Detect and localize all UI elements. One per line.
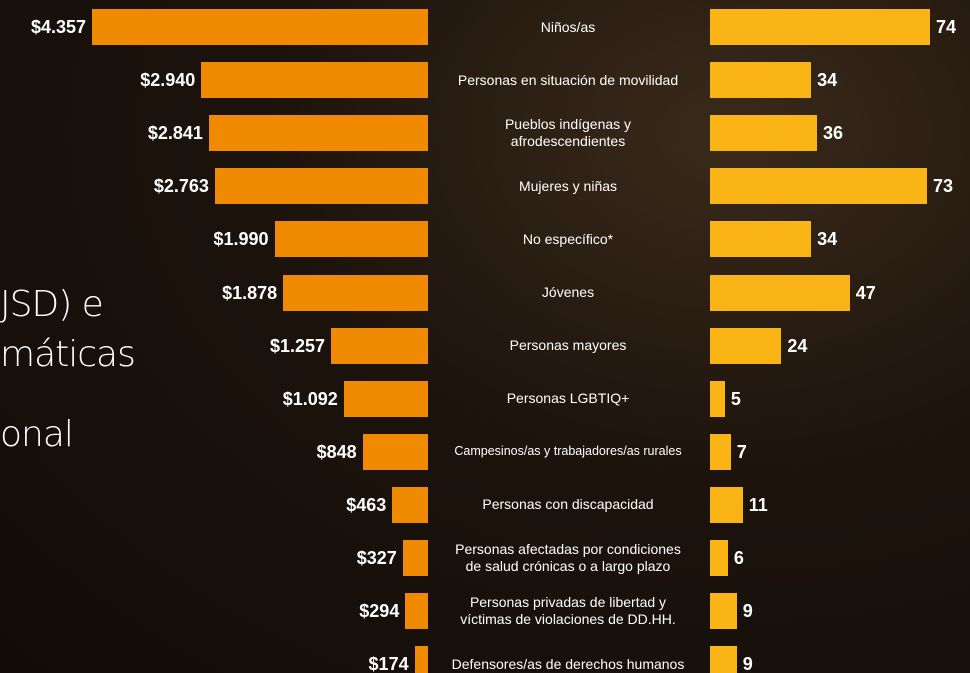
bar [710,275,850,311]
category-label: Personas afectadas por condiciones de sa… [430,538,706,578]
bar [710,115,817,151]
category-label: Personas LGBTIQ+ [430,379,706,419]
title-fragment: máticas [0,334,135,375]
value-label: $848 [317,434,357,470]
value-label: 34 [817,62,837,98]
value-label: 6 [734,540,744,576]
bar [710,168,927,204]
category-label: Defensores/as de derechos humanos [430,644,706,673]
value-label: $2.841 [148,115,203,151]
category-label: Personas privadas de libertad y víctimas… [430,591,706,631]
value-label: 36 [823,115,843,151]
bar [710,381,725,417]
bar [392,487,428,523]
bar [215,168,428,204]
bar [363,434,428,470]
value-label: $1.990 [213,221,268,257]
category-label: Campesinos/as y trabajadores/as rurales [430,432,706,472]
value-label: $2.763 [154,168,209,204]
value-label: 24 [787,328,807,364]
value-label: $327 [357,540,397,576]
bar [403,540,428,576]
bar [201,62,428,98]
bar [710,434,731,470]
bar [92,9,428,45]
bar [283,275,428,311]
value-label: 11 [749,487,768,523]
title-fragment: JSD) e [0,284,103,325]
value-label: $1.092 [283,381,338,417]
value-label: 73 [933,168,953,204]
bar [710,540,728,576]
category-label: Pueblos indígenas y afrodescendientes [430,113,706,153]
value-label: $1.878 [222,275,277,311]
bar [209,115,428,151]
bar [710,221,811,257]
value-label: $463 [346,487,386,523]
category-label: No específico* [430,219,706,259]
bar [710,646,737,673]
bar [710,593,737,629]
bar [344,381,428,417]
value-label: 9 [743,593,753,629]
category-label: Niños/as [430,7,706,47]
value-label: $174 [369,646,409,673]
bar [710,62,811,98]
value-label: 5 [731,381,741,417]
bar [710,328,781,364]
value-label: $4.357 [31,9,86,45]
bar [275,221,428,257]
category-label: Mujeres y niñas [430,166,706,206]
bar [710,487,743,523]
bar [405,593,428,629]
category-label: Personas con discapacidad [430,485,706,525]
value-label: 9 [743,646,753,673]
value-label: 34 [817,221,837,257]
value-label: 47 [856,275,876,311]
bar [415,646,428,673]
category-label: Personas en situación de movilidad [430,60,706,100]
chart: JSD) e máticas onal Niños/as $4.357 74 Persona… [0,0,970,673]
bar [331,328,428,364]
title-fragment: onal [0,414,73,455]
value-label: $2.940 [140,62,195,98]
value-label: 7 [737,434,747,470]
value-label: 74 [936,9,956,45]
category-label: Jóvenes [430,273,706,313]
value-label: $1.257 [270,328,325,364]
bar [710,9,930,45]
value-label: $294 [359,593,399,629]
category-label: Personas mayores [430,326,706,366]
